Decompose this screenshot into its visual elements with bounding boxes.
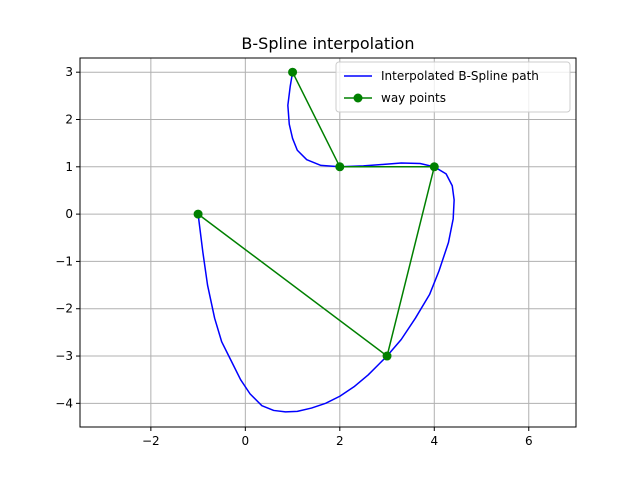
chart-title: B-Spline interpolation [241, 34, 414, 53]
plot-area [193, 67, 455, 413]
spline-path-line [197, 72, 455, 413]
x-tick-label: 6 [525, 434, 533, 448]
y-tick-label: −4 [55, 396, 73, 410]
legend-spline-label: Interpolated B-Spline path [381, 69, 539, 83]
legend: Interpolated B-Spline path way points [335, 61, 571, 113]
axes-spine [79, 57, 577, 428]
waypoint-marker [382, 351, 392, 361]
x-tick-label: −2 [142, 434, 160, 448]
y-tick-label: 2 [65, 113, 73, 127]
legend-waypoints-marker [353, 93, 363, 103]
grid [80, 58, 576, 427]
y-tick-label: 0 [65, 207, 73, 221]
y-tick-label: 3 [65, 65, 73, 79]
y-tick-label: −3 [55, 349, 73, 363]
y-tick-label: −2 [55, 302, 73, 316]
x-tick-label: 4 [430, 434, 438, 448]
waypoint-marker [335, 162, 345, 172]
x-tick-label: 0 [242, 434, 250, 448]
y-axis: −4 −3 −2 −1 0 1 2 3 [55, 65, 80, 410]
waypoint-marker [193, 209, 203, 219]
waypoint-marker [429, 162, 439, 172]
legend-waypoints-label: way points [381, 91, 446, 105]
x-tick-label: 2 [336, 434, 344, 448]
y-tick-label: 1 [65, 160, 73, 174]
y-tick-label: −1 [55, 254, 73, 268]
x-axis: −2 0 2 4 6 [142, 427, 533, 448]
waypoint-marker [288, 67, 298, 77]
axes-frame [79, 57, 577, 428]
legend-box [335, 61, 571, 113]
